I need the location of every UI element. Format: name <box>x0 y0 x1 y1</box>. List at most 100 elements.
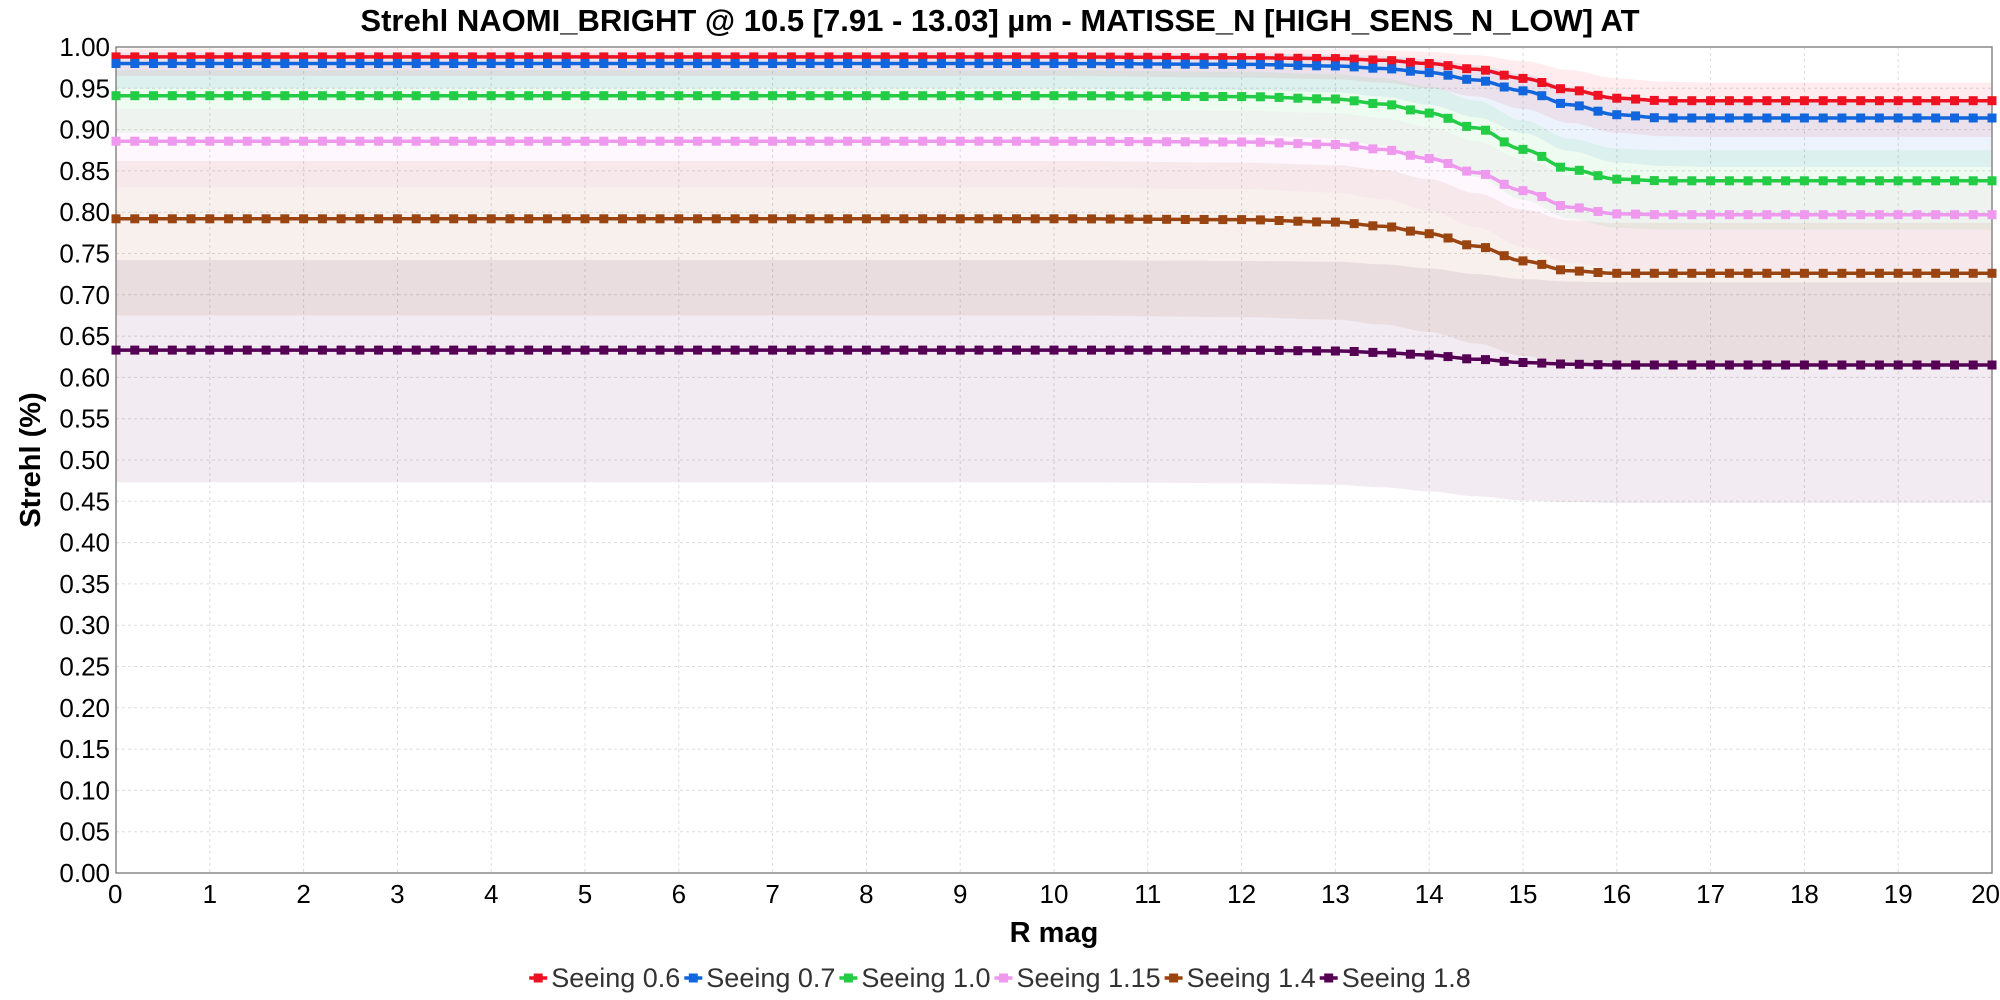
series-marker-seeing-1-8 <box>561 345 571 355</box>
series-marker-seeing-1-4 <box>1631 268 1641 278</box>
series-marker-seeing-0-6 <box>786 52 796 62</box>
series-marker-seeing-1-4 <box>261 214 271 224</box>
series-marker-seeing-1-0 <box>1612 174 1622 184</box>
series-marker-seeing-1-8 <box>1124 345 1134 355</box>
series-marker-seeing-1-15 <box>1893 210 1903 220</box>
series-marker-seeing-1-4 <box>1312 217 1322 227</box>
series-marker-seeing-0-6 <box>1950 96 1959 106</box>
series-marker-seeing-0-7 <box>1931 113 1941 123</box>
x-tick-label: 9 <box>953 879 967 909</box>
series-marker-seeing-1-4 <box>1987 268 1997 278</box>
series-marker-seeing-1-4 <box>1612 268 1622 278</box>
series-marker-seeing-1-15 <box>1293 139 1303 149</box>
series-marker-seeing-1-8 <box>1556 359 1565 369</box>
x-tick-label: 16 <box>1602 879 1631 909</box>
series-marker-seeing-1-15 <box>955 136 965 146</box>
series-marker-seeing-1-15 <box>1162 137 1172 147</box>
series-marker-seeing-1-4 <box>524 214 534 224</box>
series-marker-seeing-1-4 <box>1387 222 1397 232</box>
series-marker-seeing-1-15 <box>1912 210 1922 220</box>
series-marker-seeing-0-7 <box>1293 60 1303 70</box>
series-marker-seeing-0-7 <box>1762 113 1772 123</box>
series-marker-seeing-0-7 <box>205 59 215 68</box>
series-marker-seeing-1-15 <box>486 136 496 146</box>
y-axis-title: Strehl (%) <box>15 392 47 527</box>
series-marker-seeing-1-4 <box>1180 215 1190 224</box>
series-marker-seeing-1-15 <box>1931 210 1941 220</box>
series-marker-seeing-1-4 <box>1481 243 1490 253</box>
series-marker-seeing-1-8 <box>899 345 909 355</box>
series-marker-seeing-1-4 <box>1237 215 1247 225</box>
series-marker-seeing-0-6 <box>1968 96 1978 106</box>
x-tick-label: 12 <box>1227 879 1256 909</box>
series-marker-seeing-1-0 <box>1405 105 1415 115</box>
series-marker-seeing-1-15 <box>1330 140 1340 149</box>
series-marker-seeing-1-15 <box>1818 210 1828 220</box>
series-marker-seeing-1-0 <box>580 91 590 101</box>
series-marker-seeing-0-7 <box>1349 62 1359 72</box>
series-marker-seeing-1-4 <box>1405 226 1415 236</box>
series-marker-seeing-1-4 <box>1743 268 1753 278</box>
y-tick-label: 0.15 <box>59 734 110 764</box>
series-marker-seeing-1-15 <box>880 136 890 146</box>
chart-title: Strehl NAOMI_BRIGHT @ 10.5 [7.91 - 13.03… <box>360 3 1639 38</box>
series-marker-seeing-0-6 <box>355 52 365 62</box>
series-marker-seeing-1-8 <box>1593 360 1603 370</box>
series-marker-seeing-1-15 <box>1518 186 1528 196</box>
y-tick-label: 0.35 <box>59 569 110 599</box>
series-marker-seeing-1-4 <box>1087 214 1096 224</box>
series-marker-seeing-0-7 <box>1574 101 1584 111</box>
series-marker-seeing-1-8 <box>974 345 984 355</box>
series-marker-seeing-1-0 <box>618 91 627 101</box>
series-marker-seeing-1-15 <box>936 136 946 146</box>
series-marker-seeing-0-7 <box>599 59 609 68</box>
y-tick-label: 0.70 <box>59 280 110 310</box>
series-marker-seeing-1-8 <box>674 345 684 355</box>
series-marker-seeing-0-7 <box>1237 59 1247 69</box>
series-seeing-1-4 <box>111 214 1997 278</box>
series-marker-seeing-0-6 <box>1049 52 1059 62</box>
series-marker-seeing-1-15 <box>1124 137 1134 146</box>
y-tick-label: 0.45 <box>59 486 110 516</box>
series-marker-seeing-1-4 <box>655 214 665 224</box>
series-marker-seeing-1-0 <box>561 91 571 101</box>
series-marker-seeing-1-0 <box>1706 176 1716 186</box>
series-marker-seeing-1-0 <box>1012 91 1021 101</box>
series-marker-seeing-1-4 <box>711 214 721 224</box>
series-marker-seeing-1-4 <box>636 214 646 224</box>
legend-item-seeing-0-6: Seeing 0.6 <box>529 963 680 993</box>
series-marker-seeing-1-15 <box>1537 192 1547 201</box>
series-marker-seeing-1-4 <box>392 214 402 224</box>
series-marker-seeing-1-0 <box>1837 176 1847 186</box>
series-marker-seeing-1-8 <box>1387 348 1397 358</box>
series-marker-seeing-1-0 <box>636 91 646 101</box>
series-marker-seeing-1-4 <box>1293 216 1303 226</box>
series-marker-seeing-0-6 <box>205 52 215 62</box>
series-marker-seeing-1-15 <box>224 136 234 146</box>
series-marker-seeing-1-8 <box>749 345 759 355</box>
series-marker-seeing-0-6 <box>1237 53 1247 63</box>
series-marker-seeing-1-15 <box>1368 144 1378 154</box>
series-marker-seeing-1-4 <box>1668 268 1678 278</box>
series-marker-seeing-1-8 <box>1443 352 1453 362</box>
series-marker-seeing-0-6 <box>1706 96 1716 106</box>
series-marker-seeing-0-7 <box>242 59 252 68</box>
series-marker-seeing-0-7 <box>1462 74 1472 84</box>
series-marker-seeing-1-0 <box>1199 92 1209 101</box>
series-marker-seeing-1-0 <box>1180 91 1190 101</box>
series-marker-seeing-1-4 <box>449 214 459 224</box>
series-marker-seeing-1-4 <box>936 214 946 224</box>
series-marker-seeing-0-6 <box>1912 96 1922 106</box>
series-marker-seeing-1-0 <box>1687 176 1697 186</box>
series-marker-seeing-0-7 <box>1199 59 1209 69</box>
series-marker-seeing-0-7 <box>1612 110 1622 120</box>
series-marker-seeing-0-7 <box>1518 86 1528 96</box>
series-marker-seeing-1-4 <box>768 214 778 224</box>
series-marker-seeing-1-4 <box>1162 214 1172 224</box>
series-marker-seeing-0-7 <box>805 59 815 68</box>
series-marker-seeing-0-7 <box>1180 59 1190 69</box>
y-tick-label: 0.65 <box>59 321 110 351</box>
legend-swatch-marker <box>999 973 1008 983</box>
